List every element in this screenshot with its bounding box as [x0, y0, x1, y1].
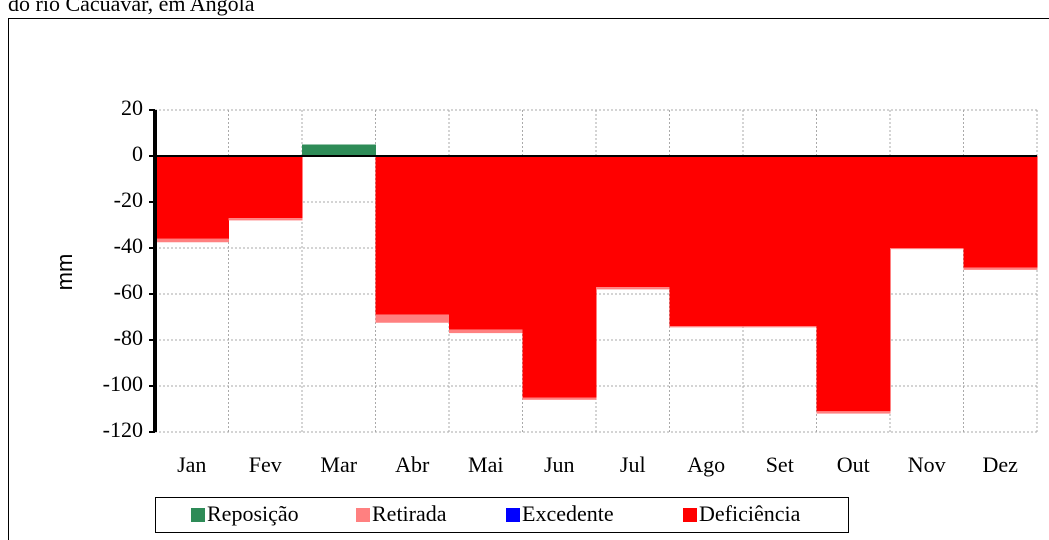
y-tick-label: -40 — [114, 233, 143, 258]
legend-swatch — [191, 508, 205, 522]
x-tick-label: Dez — [983, 452, 1019, 477]
area-segment — [963, 267, 1038, 270]
y-tick-label: -60 — [114, 279, 143, 304]
legend-swatch — [506, 508, 520, 522]
chart-title: do rio Cacuavar, em Angola — [8, 0, 255, 16]
area-segment — [228, 218, 303, 221]
area-segment — [596, 156, 670, 288]
y-tick-label: 0 — [132, 141, 143, 166]
area-segment — [522, 156, 597, 398]
area-segment — [669, 156, 744, 327]
area-segment — [743, 326, 817, 328]
x-tick-label: Jan — [177, 452, 206, 477]
y-tick-label: -100 — [103, 371, 143, 396]
area-segment — [449, 329, 523, 334]
area-segment — [155, 238, 229, 243]
y-tick-label: -20 — [114, 187, 143, 212]
legend-label: Retirada — [372, 501, 447, 526]
area-segment — [375, 156, 450, 315]
legend-swatch — [683, 508, 697, 522]
x-tick-label: Abr — [395, 452, 430, 477]
area-segment — [743, 156, 817, 327]
y-tick-label: -120 — [103, 417, 143, 442]
x-tick-label: Mar — [320, 452, 357, 477]
x-tick-label: Ago — [687, 452, 725, 477]
area-segment — [816, 156, 891, 412]
x-tick-label: Mai — [468, 452, 503, 477]
area-segment — [816, 411, 891, 414]
area-segment — [669, 326, 744, 328]
legend-frame — [155, 497, 849, 533]
area-segment — [302, 144, 376, 156]
y-tick-label: -80 — [114, 325, 143, 350]
area-segment — [890, 248, 964, 250]
y-tick-label: 20 — [121, 95, 143, 120]
x-tick-label: Out — [837, 452, 870, 477]
area-segment — [963, 156, 1038, 268]
y-axis-label: mm — [52, 254, 77, 291]
legend-label: Reposição — [207, 501, 299, 526]
area-segment — [522, 397, 597, 400]
area-segment — [890, 156, 964, 248]
x-tick-label: Set — [766, 452, 794, 477]
area-segment — [155, 156, 229, 239]
area-segment — [228, 156, 303, 219]
area-segment — [596, 287, 670, 290]
area-segment — [375, 314, 450, 323]
legend-label: Excedente — [522, 501, 614, 526]
x-tick-label: Jul — [620, 452, 646, 477]
area-segment — [449, 156, 523, 330]
legend-label: Deficiência — [699, 501, 801, 526]
legend-swatch — [356, 508, 370, 522]
x-tick-label: Nov — [908, 452, 946, 477]
x-tick-label: Jun — [544, 452, 575, 477]
x-tick-label: Fev — [249, 452, 282, 477]
